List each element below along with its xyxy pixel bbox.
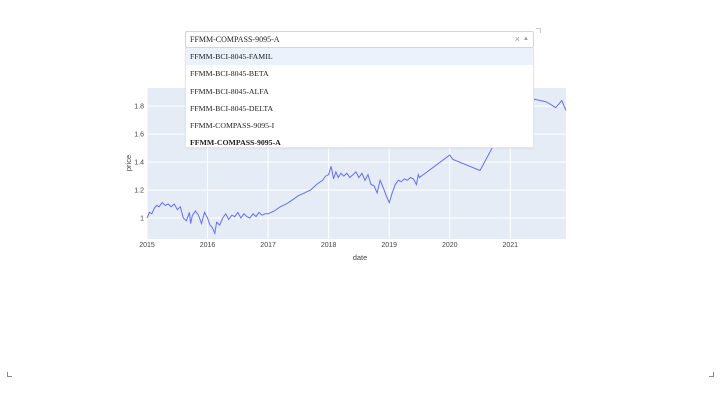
x-tick-label: 2021 [503, 242, 519, 249]
x-tick-label: 2018 [321, 242, 337, 249]
fund-selector-control[interactable]: FFMM-COMPASS-9095-A × ▲ [185, 31, 534, 48]
x-tick-label: 2019 [381, 242, 397, 249]
y-tick-label: 1.2 [134, 188, 144, 195]
x-tick-label: 2020 [442, 242, 458, 249]
y-tick-label: 1 [140, 216, 144, 223]
dropdown-option[interactable]: FFMM-BCI-8045-DELTA [190, 103, 274, 113]
y-axis-ticks: 1 1.2 1.4 1.6 1.8 [134, 104, 144, 223]
clear-icon[interactable]: × [514, 34, 520, 44]
resize-handle-bottom-right[interactable] [709, 372, 714, 377]
dropdown-menu: FFMM-BCI-8045-FAMIL FFMM-BCI-8045-BETA F… [185, 48, 534, 148]
x-tick-label: 2015 [139, 242, 155, 249]
selected-value: FFMM-COMPASS-9095-A [190, 35, 280, 44]
dropdown-option[interactable]: FFMM-COMPASS-9095-A [190, 138, 281, 148]
fund-selector-dropdown[interactable]: FFMM-COMPASS-9095-A × ▲ FFMM-BCI-8045-FA… [185, 31, 534, 148]
chevron-up-icon[interactable]: ▲ [523, 36, 529, 42]
x-axis-ticks: 2015 2016 2017 2018 2019 2020 2021 [139, 242, 518, 249]
y-tick-label: 1.4 [134, 160, 144, 167]
resize-handle-bottom-left[interactable] [7, 372, 12, 377]
dropdown-option[interactable]: FFMM-BCI-8045-ALFA [190, 86, 269, 96]
x-axis-title: date [353, 253, 368, 262]
dropdown-option[interactable]: FFMM-COMPASS-9095-I [190, 121, 275, 131]
dropdown-option[interactable]: FFMM-BCI-8045-FAMIL [186, 48, 533, 66]
x-tick-label: 2016 [200, 242, 216, 249]
y-axis-title: price [124, 155, 133, 171]
price-series-line [146, 98, 567, 236]
y-tick-label: 1.6 [134, 132, 144, 139]
y-tick-label: 1.8 [134, 104, 144, 111]
resize-handle-top-right [536, 28, 541, 33]
dropdown-option[interactable]: FFMM-BCI-8045-BETA [190, 69, 269, 79]
x-tick-label: 2017 [260, 242, 276, 249]
